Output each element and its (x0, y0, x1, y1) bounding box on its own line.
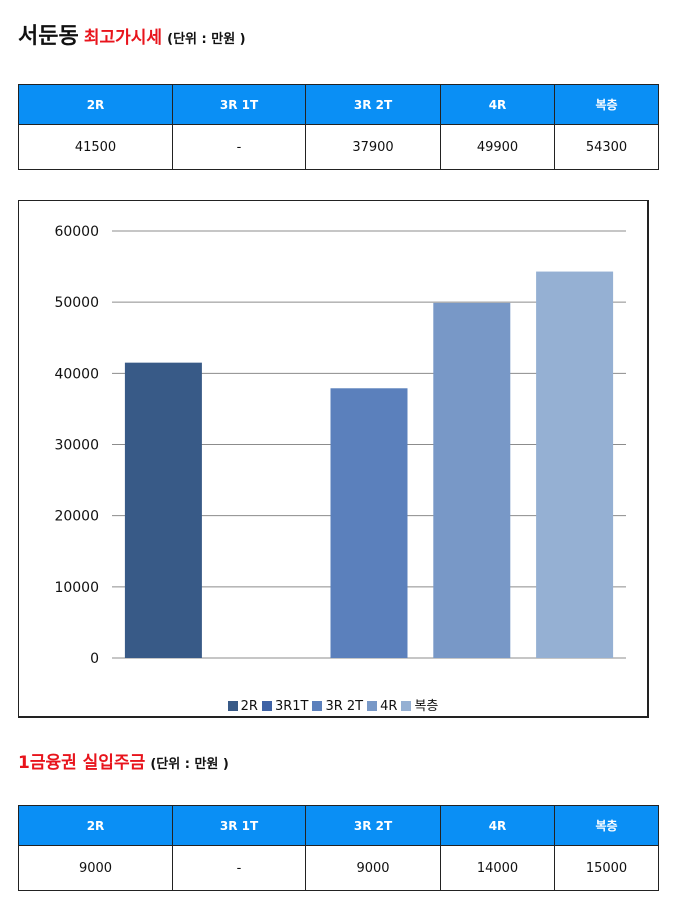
legend-label: 2R (240, 699, 258, 714)
legend-item: 복층 (401, 695, 438, 714)
legend-swatch (367, 701, 378, 711)
header-cell: 복층 (554, 84, 659, 125)
y-tick-label: 0 (90, 651, 99, 667)
price-bar-chart: 0 10000 20000 30000 40000 50000 60000 2R 3R1T 3R… (18, 200, 649, 718)
value-cell: 41500 (18, 124, 173, 170)
legend-item: 3R1T (261, 699, 309, 714)
header-cell: 3R 2T (305, 84, 441, 125)
header-cell: 2R (18, 805, 173, 846)
header-cell: 4R (440, 805, 555, 846)
header-cell: 3R 1T (172, 84, 306, 125)
table-row: 9000 - 9000 14000 15000 (18, 845, 659, 891)
unit-label: (단위 : 만원 ) (150, 757, 229, 772)
bar-0 (124, 362, 202, 658)
legend-swatch (261, 701, 272, 711)
value-cell: 9000 (18, 845, 173, 891)
legend-label: 3R 2T (325, 699, 364, 714)
unit-label: (단위 : 만원 ) (167, 32, 246, 47)
table-row: 41500 - 37900 49900 54300 (18, 124, 659, 170)
value-cell: - (172, 124, 306, 170)
section2-heading: 1금융권 실입주금 (단위 : 만원 ) (18, 748, 229, 773)
value-cell: - (172, 845, 306, 891)
value-cell: 37900 (305, 124, 441, 170)
move-in-table: 2R 3R 1T 3R 2T 4R 복층 9000 - 9000 14000 1… (18, 805, 659, 891)
max-price-table: 2R 3R 1T 3R 2T 4R 복층 41500 - 37900 49900… (18, 84, 659, 170)
move-in-title: 1금융권 실입주금 (18, 753, 146, 773)
chart-plot: 0 10000 20000 30000 40000 50000 60000 (54, 224, 626, 667)
y-tick-label: 60000 (54, 224, 99, 240)
section1-heading: 서둔동 최고가시세 (단위 : 만원 ) (18, 18, 246, 50)
bar-2 (330, 388, 408, 658)
legend-swatch (227, 701, 238, 711)
legend-item: 2R (227, 699, 258, 714)
bar-3 (433, 302, 511, 658)
legend-item: 3R 2T (312, 699, 363, 714)
value-cell: 9000 (305, 845, 441, 891)
legend-label: 복층 (414, 699, 439, 714)
header-cell: 복층 (554, 805, 659, 846)
header-cell: 4R (440, 84, 555, 125)
max-price-title: 최고가시세 (83, 28, 163, 48)
y-tick-label: 20000 (54, 509, 99, 525)
y-tick-label: 50000 (54, 295, 99, 311)
legend-item: 4R (367, 699, 397, 714)
value-cell: 15000 (554, 845, 659, 891)
bar-4 (536, 271, 614, 658)
chart-legend: 2R 3R1T 3R 2T 4R 복층 (19, 695, 647, 714)
legend-label: 4R (380, 699, 398, 714)
y-tick-label: 30000 (54, 438, 99, 454)
y-tick-label: 10000 (54, 580, 99, 596)
location-title: 서둔동 (18, 24, 79, 49)
header-cell: 3R 1T (172, 805, 306, 846)
table-header-row: 2R 3R 1T 3R 2T 4R 복층 (18, 805, 659, 846)
value-cell: 54300 (554, 124, 659, 170)
header-cell: 3R 2T (305, 805, 441, 846)
value-cell: 49900 (440, 124, 555, 170)
y-tick-label: 40000 (54, 366, 99, 382)
header-cell: 2R (18, 84, 173, 125)
table-header-row: 2R 3R 1T 3R 2T 4R 복층 (18, 84, 659, 125)
value-cell: 14000 (440, 845, 555, 891)
legend-swatch (401, 701, 412, 711)
legend-swatch (312, 701, 323, 711)
legend-label: 3R1T (274, 699, 309, 714)
